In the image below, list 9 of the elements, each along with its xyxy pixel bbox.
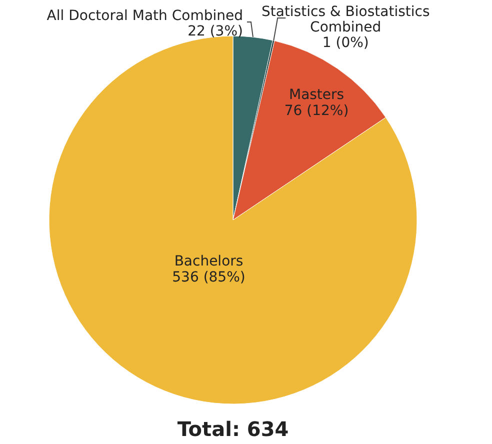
data-label: 536 (85%): [172, 270, 246, 286]
data-label: 1 (0%): [322, 34, 369, 51]
data-label: 22 (3%): [188, 23, 243, 40]
slice-label: Statistics & Biostatistics Combined: [261, 4, 430, 36]
slice-label: Masters: [288, 86, 344, 103]
slice-label: All Doctoral Math Combined: [46, 8, 243, 24]
text: Total: 634: [177, 417, 289, 441]
data-label: 76 (12%): [284, 102, 349, 119]
slice-label: Bachelors: [174, 253, 244, 270]
